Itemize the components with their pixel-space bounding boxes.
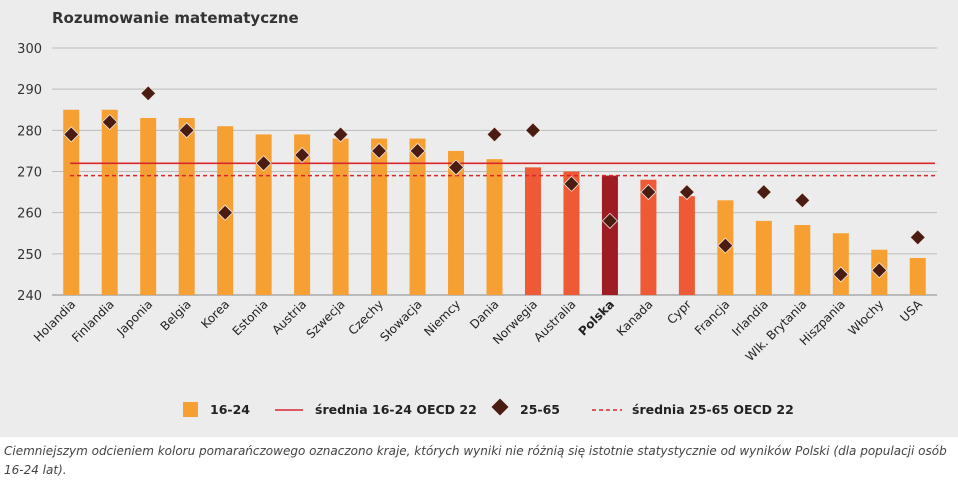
y-axis: 240 250 260 270 280 290 300 <box>17 42 42 304</box>
bar-czechy <box>371 138 388 295</box>
x-tick-label: Niemcy <box>421 297 463 339</box>
marker-hiszpania <box>832 266 849 283</box>
bar-australia <box>563 171 580 295</box>
x-tick-label: Finlandia <box>69 297 117 345</box>
marker-belgia <box>178 122 195 139</box>
bar-norwegia <box>524 167 541 295</box>
marker-irlandia <box>755 184 772 201</box>
chart-panel: Rozumowanie matematyczne 240 250 260 270 280… <box>0 0 958 437</box>
x-tick-label: Cypr <box>664 297 694 327</box>
marker-francja <box>717 237 734 254</box>
marker-cypr <box>678 184 695 201</box>
y-tick-label: 300 <box>17 42 42 57</box>
bar-hiszpania <box>832 233 849 295</box>
x-tick-label: Australia <box>531 297 578 344</box>
x-tick-label: Korea <box>198 297 232 331</box>
markers-25-65 <box>63 85 926 283</box>
marker-usa <box>909 229 926 246</box>
marker-estonia <box>255 155 272 172</box>
y-tick-label: 250 <box>17 248 42 263</box>
bar-kanada <box>640 179 657 295</box>
bar-irlandia <box>755 220 772 295</box>
y-tick-label: 280 <box>17 124 42 139</box>
legend-swatch-25-65 <box>491 398 509 416</box>
chart-title: Rozumowanie matematyczne <box>52 9 299 27</box>
bar-holandia <box>63 109 80 295</box>
figure-caption: Ciemniejszym odcieniem koloru pomarańczo… <box>4 444 947 477</box>
legend-label-25-65: 25-65 <box>520 402 560 417</box>
legend-swatch-16-24 <box>183 402 198 417</box>
x-tick-label: Estonia <box>230 297 271 338</box>
marker-niemcy <box>447 159 465 176</box>
legend-label-16-24: 16-24 <box>210 402 250 417</box>
x-tick-label: Japonia <box>113 297 155 339</box>
x-tick-label: Włochy <box>845 297 886 338</box>
marker-czechy <box>370 142 388 159</box>
bar-cypr <box>678 196 695 295</box>
bar-finlandia <box>101 109 118 295</box>
x-tick-label: Belgia <box>158 297 194 333</box>
y-tick-label: 290 <box>17 83 42 98</box>
reference-lines <box>70 162 935 177</box>
x-tick-label: Dania <box>467 297 502 332</box>
bar-słowacja <box>409 138 426 295</box>
x-tick-label: Polska <box>576 297 617 338</box>
marker-słowacja <box>409 142 426 159</box>
bar-austria <box>294 134 311 295</box>
marker-kanada <box>640 184 657 201</box>
marker-holandia <box>63 126 80 143</box>
bar-wlk-brytania <box>794 225 811 295</box>
x-tick-label: USA <box>897 297 925 325</box>
marker-polska <box>601 212 619 229</box>
y-tick-label: 270 <box>17 166 42 181</box>
x-tick-label: Kanada <box>614 297 656 339</box>
marker-szwecja <box>332 126 349 143</box>
marker-dania <box>486 126 503 143</box>
chart-canvas: 240 250 260 270 280 290 300 HolandiaFinlandiaJ… <box>17 42 937 417</box>
bar-usa <box>909 257 926 295</box>
legend-label-srednia-25-65: średnia 25-65 OECD 22 <box>632 402 794 417</box>
legend: 16-24 średnia 16-24 OECD 22 25-65 średni… <box>183 398 794 417</box>
y-tick-label: 240 <box>17 289 42 304</box>
marker-austria <box>294 146 311 164</box>
bar-belgia <box>178 117 195 295</box>
bar-niemcy <box>448 150 465 295</box>
bar-polska <box>601 175 618 295</box>
bar-japonia <box>140 117 157 295</box>
bars-16-24 <box>63 109 926 295</box>
marker-australia <box>563 175 580 192</box>
marker-norwegia <box>524 122 542 139</box>
bar-estonia <box>255 134 272 295</box>
x-tick-label: Szwecja <box>304 297 348 341</box>
marker-włochy <box>871 262 888 279</box>
marker-finlandia <box>101 114 118 131</box>
marker-wlk-brytania <box>794 192 811 209</box>
x-tick-label: Słowacja <box>377 297 424 344</box>
marker-korea <box>217 204 234 221</box>
x-tick-label: Francja <box>692 297 732 337</box>
bar-dania <box>486 159 503 295</box>
marker-japonia <box>140 85 157 102</box>
legend-label-srednia-16-24: średnia 16-24 OECD 22 <box>315 402 477 417</box>
bar-szwecja <box>332 138 349 295</box>
y-tick-label: 260 <box>17 207 42 222</box>
